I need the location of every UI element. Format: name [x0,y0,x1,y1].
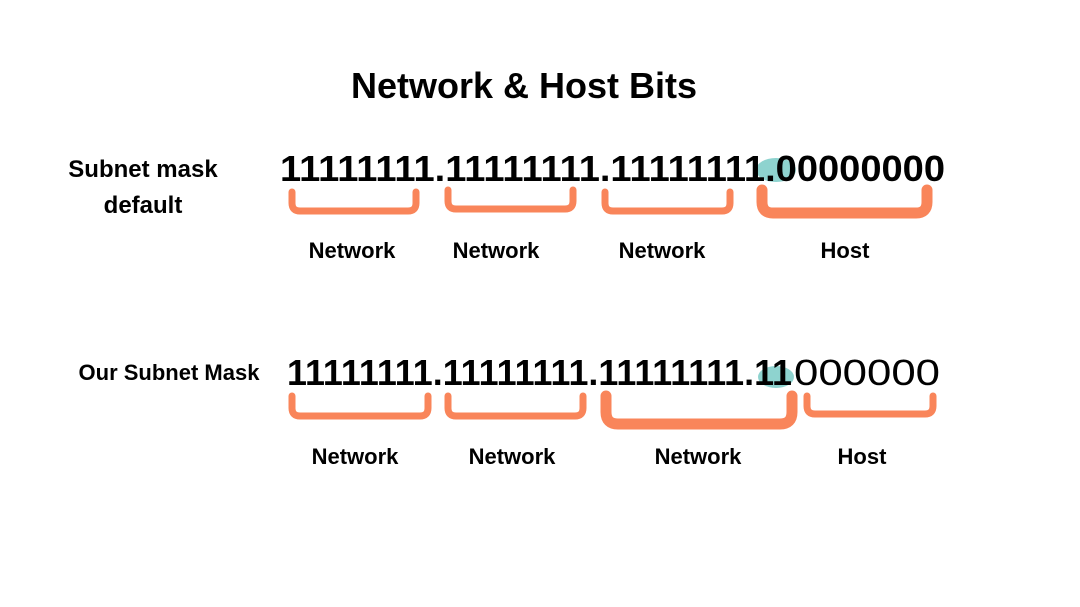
row1-bits: 11111111.11111111.11111111.00000000 [280,148,945,189]
row1-label-line2: default [104,192,183,219]
host-bracket [756,184,933,219]
row2-bits-network: 11111111.11111111.11111111.11 [287,352,792,393]
network-bracket [444,186,577,213]
highlight-blob [758,366,794,388]
group-label: Network [453,238,541,263]
group-label: Network [309,238,397,263]
network-bracket [444,392,587,420]
host-bracket [803,392,937,418]
group-label: Network [312,444,400,469]
group-label: Network [469,444,557,469]
highlight-blob [756,158,796,182]
network-bracket [288,392,432,420]
group-label: Network [655,444,743,469]
network-bracket [601,188,734,215]
group-label: Host [838,444,888,469]
network-bracket [600,390,798,430]
row1-label-line1: Subnet mask [68,156,218,183]
row2-label: Our Subnet Mask [79,360,261,385]
diagram-title: Network & Host Bits [351,65,697,106]
group-label: Network [619,238,707,263]
group-label: Host [821,238,871,263]
row2-bits-host: 000000 [794,352,940,393]
network-bracket [288,188,420,215]
